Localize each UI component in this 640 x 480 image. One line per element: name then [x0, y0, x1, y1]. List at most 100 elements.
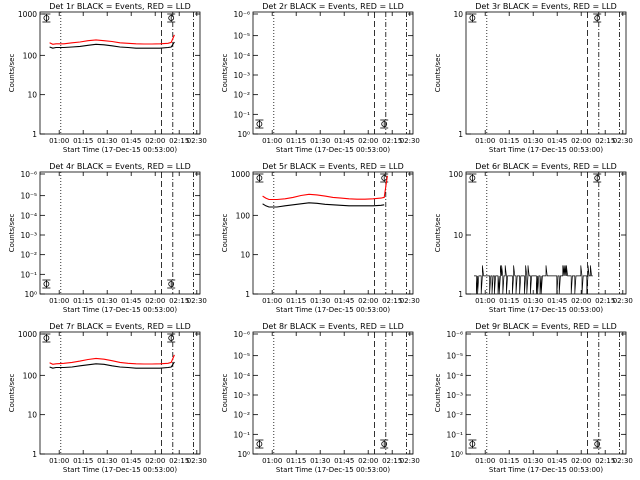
plot-frame [465, 171, 627, 295]
error-bar-marker [168, 281, 175, 287]
panel-title: Det 1r BLACK = Events, RED = LLD [49, 2, 191, 11]
x-tick-label: 01:15 [73, 297, 93, 305]
y-tick-label: 10⁻³ [446, 391, 463, 400]
x-axis-label: Start Time (17-Dec-15 00:53:00) [63, 146, 177, 154]
error-bar-marker [381, 441, 388, 447]
plot-frame [252, 331, 414, 455]
x-tick-label: 02:15 [595, 297, 615, 305]
x-tick-label: 01:00 [262, 297, 282, 305]
y-tick-label: 100 [236, 211, 251, 220]
error-bar-marker [469, 15, 476, 21]
y-tick-label: 10⁻² [446, 411, 463, 420]
x-tick-label: 01:30 [310, 137, 330, 145]
y-tick-label: 10⁻⁴ [233, 371, 250, 380]
x-tick-label: 01:45 [121, 137, 141, 145]
y-tick-label: 100 [23, 51, 38, 60]
y-tick-label: 1 [458, 130, 463, 139]
plot-frame [252, 171, 414, 295]
x-tick-label: 02:00 [571, 457, 591, 465]
y-axis-label: Counts/sec [8, 214, 16, 253]
x-tick-label: 01:15 [73, 137, 93, 145]
y-tick-label: 10⁻² [233, 411, 250, 420]
panel-5: Det 5r BLACK = Events, RED = LLD Counts/s… [221, 162, 420, 314]
x-tick-label: 02:00 [571, 137, 591, 145]
x-tick-label: 01:45 [121, 297, 141, 305]
plot-frame [39, 331, 201, 455]
x-tick-label: 02:00 [358, 137, 378, 145]
x-tick-label: 01:00 [262, 457, 282, 465]
x-tick-label: 01:30 [97, 457, 117, 465]
y-axis-label: Counts/sec [8, 54, 16, 93]
error-bar-marker [43, 15, 50, 21]
error-bar-marker [256, 441, 263, 447]
y-tick-label: 10⁻¹ [233, 110, 250, 119]
x-tick-label: 01:30 [523, 297, 543, 305]
x-tick-label: 02:15 [169, 457, 189, 465]
x-axis-label: Start Time (17-Dec-15 00:53:00) [489, 466, 603, 474]
error-bar-marker [168, 335, 175, 341]
panel-4: Det 4r BLACK = Events, RED = LLD Counts/s… [8, 162, 207, 314]
y-tick-label: 10⁻³ [233, 391, 250, 400]
panel-title: Det 8r BLACK = Events, RED = LLD [262, 322, 404, 331]
y-tick-label: 10⁻³ [233, 71, 250, 80]
x-tick-label: 01:30 [310, 457, 330, 465]
y-tick-label: 1 [32, 130, 37, 139]
x-tick-label: 01:45 [547, 137, 567, 145]
panel-title: Det 5r BLACK = Events, RED = LLD [262, 162, 404, 171]
y-tick-label: 10⁻⁶ [233, 10, 250, 19]
x-tick-label: 01:15 [499, 457, 519, 465]
x-tick-label: 02:00 [571, 297, 591, 305]
y-tick-label: 1000 [18, 10, 37, 19]
y-tick-label: 100 [23, 371, 38, 380]
y-tick-label: 10⁻⁴ [20, 211, 37, 220]
series-line [474, 265, 593, 295]
x-tick-label: 01:30 [310, 297, 330, 305]
plot-frame [465, 11, 627, 135]
panel-title: Det 7r BLACK = Events, RED = LLD [49, 322, 191, 331]
x-tick-label: 01:15 [286, 137, 306, 145]
y-tick-label: 10⁰ [450, 450, 463, 459]
x-tick-label: 01:15 [73, 457, 93, 465]
y-tick-label: 10⁻¹ [233, 430, 250, 439]
x-tick-label: 01:15 [499, 297, 519, 305]
error-bar-marker [469, 441, 476, 447]
y-axis-label: Counts/sec [221, 374, 229, 413]
y-tick-label: 1000 [231, 170, 250, 179]
y-tick-label: 10⁻² [233, 91, 250, 100]
y-tick-label: 10 [27, 91, 37, 100]
error-bar-marker [256, 121, 263, 127]
error-bar-marker [594, 15, 601, 21]
panel-9: Det 9r BLACK = Events, RED = LLD Counts/s… [434, 322, 633, 474]
x-tick-label: 01:15 [499, 137, 519, 145]
x-axis-label: Start Time (17-Dec-15 00:53:00) [63, 466, 177, 474]
series-line [262, 202, 385, 208]
x-tick-label: 01:45 [547, 297, 567, 305]
x-axis-label: Start Time (17-Dec-15 00:53:00) [63, 306, 177, 314]
x-tick-label: 01:45 [334, 297, 354, 305]
x-tick-label: 02:00 [358, 297, 378, 305]
y-tick-label: 1000 [18, 330, 37, 339]
x-tick-label: 02:15 [595, 137, 615, 145]
x-tick-label: 01:00 [475, 137, 495, 145]
x-tick-label: 02:30 [400, 297, 420, 305]
y-tick-label: 10⁻¹ [20, 270, 37, 279]
error-bar-marker [594, 441, 601, 447]
y-axis-label: Counts/sec [434, 54, 442, 93]
panel-6: Det 6r BLACK = Events, RED = LLD Counts/s… [434, 162, 633, 314]
y-axis-label: Counts/sec [434, 214, 442, 253]
x-axis-label: Start Time (17-Dec-15 00:53:00) [489, 146, 603, 154]
x-tick-label: 02:15 [169, 297, 189, 305]
x-tick-label: 02:00 [358, 457, 378, 465]
y-tick-label: 10⁻¹ [446, 430, 463, 439]
x-tick-label: 01:30 [523, 457, 543, 465]
error-bar-marker [469, 175, 476, 181]
y-tick-label: 10⁻⁵ [20, 192, 37, 201]
y-tick-label: 10⁻⁴ [233, 51, 250, 60]
panel-2: Det 2r BLACK = Events, RED = LLD Counts/s… [221, 2, 420, 154]
x-tick-label: 02:30 [613, 297, 633, 305]
error-bar-marker [594, 175, 601, 181]
x-axis-label: Start Time (17-Dec-15 00:53:00) [489, 306, 603, 314]
panel-1: Det 1r BLACK = Events, RED = LLD Counts/s… [8, 2, 207, 154]
y-tick-label: 10⁻⁶ [446, 330, 463, 339]
